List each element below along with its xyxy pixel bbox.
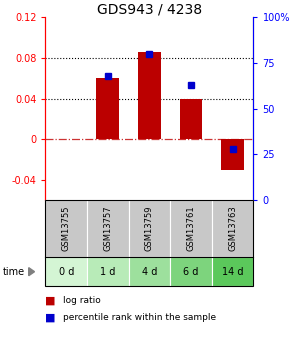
Text: log ratio: log ratio bbox=[63, 296, 101, 305]
Bar bbox=[96, 78, 119, 139]
Polygon shape bbox=[29, 268, 35, 276]
Text: GSM13757: GSM13757 bbox=[103, 206, 112, 252]
Bar bbox=[180, 99, 202, 139]
Bar bbox=[221, 139, 244, 170]
Text: 4 d: 4 d bbox=[142, 267, 157, 277]
Bar bbox=[138, 52, 161, 139]
Text: ■: ■ bbox=[45, 295, 56, 305]
Text: 14 d: 14 d bbox=[222, 267, 243, 277]
Text: ■: ■ bbox=[45, 313, 56, 322]
Text: 6 d: 6 d bbox=[183, 267, 199, 277]
Title: GDS943 / 4238: GDS943 / 4238 bbox=[97, 2, 202, 16]
Text: 1 d: 1 d bbox=[100, 267, 115, 277]
Text: GSM13761: GSM13761 bbox=[187, 206, 195, 252]
Text: GSM13755: GSM13755 bbox=[62, 206, 71, 251]
Text: GSM13759: GSM13759 bbox=[145, 206, 154, 251]
Text: time: time bbox=[3, 267, 25, 277]
Text: percentile rank within the sample: percentile rank within the sample bbox=[63, 313, 216, 322]
Text: GSM13763: GSM13763 bbox=[228, 206, 237, 252]
Text: 0 d: 0 d bbox=[59, 267, 74, 277]
